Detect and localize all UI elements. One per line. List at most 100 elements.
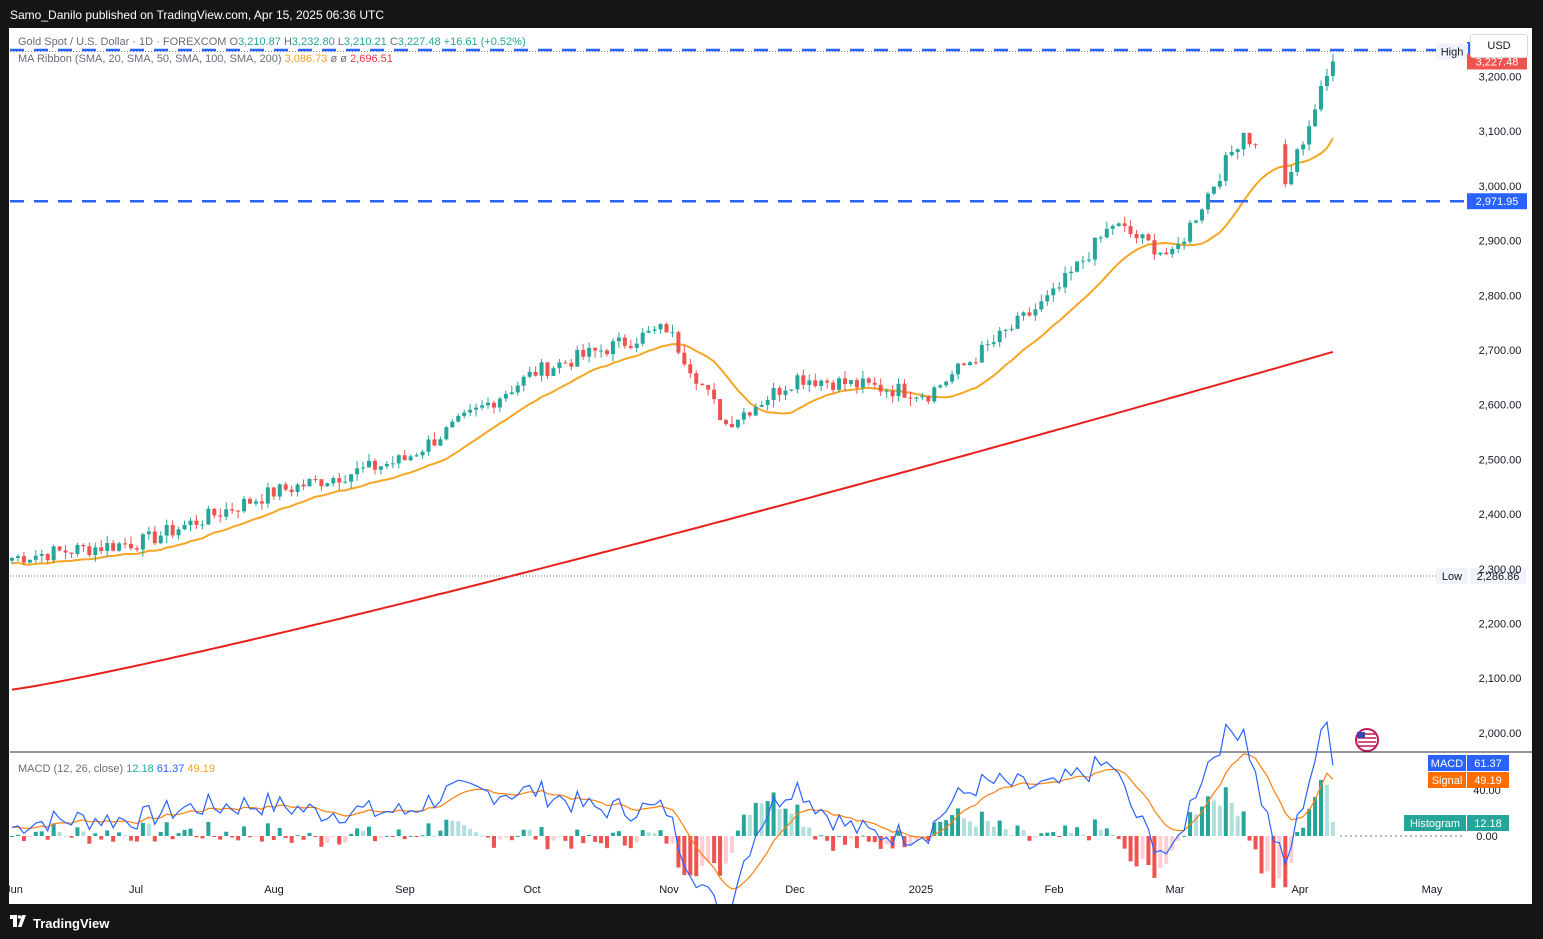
candle-body	[301, 484, 306, 487]
candle-body	[420, 451, 425, 456]
candle-up	[991, 334, 996, 348]
low-marker-box	[1436, 567, 1468, 584]
macd-histogram-bar	[593, 836, 598, 842]
macd-histogram-bar	[1057, 836, 1062, 838]
candle-body	[628, 345, 633, 348]
candle-up	[837, 376, 842, 393]
chart-frame	[9, 28, 1532, 904]
candle-body	[134, 548, 139, 550]
candle-up	[188, 517, 193, 532]
candle-down	[1122, 216, 1127, 233]
candle-up	[378, 465, 383, 475]
candle-body	[1307, 126, 1312, 145]
candle-body	[396, 455, 401, 464]
candle-up	[1033, 303, 1038, 321]
macd-histogram-bar	[1229, 802, 1234, 836]
candle-up	[414, 452, 419, 457]
candle-up	[1015, 312, 1020, 330]
macd-histogram-bar	[1027, 836, 1032, 841]
candle-up	[985, 339, 990, 352]
candle-up	[456, 413, 461, 423]
candle-up	[759, 401, 764, 408]
macd-histogram-bar	[545, 836, 550, 850]
macd-histogram-bar	[420, 835, 425, 837]
macd-histogram-bar	[503, 836, 508, 838]
candle-down	[533, 366, 538, 377]
macd-histogram-bar	[938, 821, 943, 836]
price-tick-label: 2,700.00	[1479, 345, 1522, 357]
candle-body	[956, 363, 961, 375]
ma-sep-1: ø	[330, 53, 338, 65]
candle-body	[337, 478, 342, 483]
macd-histogram-bar	[688, 836, 693, 876]
macd-histogram-bar	[194, 836, 199, 838]
candle-up	[1075, 261, 1080, 273]
candle-up	[616, 332, 621, 348]
candle-body	[551, 368, 556, 376]
candle-up	[176, 526, 181, 540]
candle-body	[563, 362, 568, 364]
macd-histogram-bar	[111, 836, 116, 842]
candle-body	[248, 498, 252, 504]
macd-histogram-bar	[1092, 819, 1097, 836]
candle-up	[1110, 224, 1115, 235]
price-tick-label: 2,000.00	[1479, 728, 1522, 740]
candle-up	[1086, 252, 1091, 263]
macd-histogram-bar	[307, 832, 312, 836]
macd-histogram-bar	[75, 827, 80, 836]
macd-histogram-bar	[105, 830, 110, 836]
macd-histogram-bar	[230, 836, 235, 838]
candle-body	[325, 483, 330, 487]
candle-body	[212, 508, 217, 516]
candle-up	[349, 474, 354, 489]
support-tag	[1467, 193, 1527, 210]
candle-up	[1330, 54, 1335, 82]
macd-histogram-bar	[854, 836, 859, 849]
macd-histogram-bar	[1295, 832, 1300, 836]
macd-histogram-bar	[51, 823, 56, 836]
candle-up	[920, 392, 925, 401]
candle-body	[69, 552, 74, 554]
candle-body	[117, 543, 122, 551]
candle-up	[420, 449, 425, 460]
macd-histogram-bar	[45, 836, 50, 840]
candle-down	[890, 385, 895, 403]
candle-down	[700, 383, 705, 386]
candle-body	[1122, 223, 1127, 227]
candle-down	[694, 370, 699, 391]
price-tick-label: 2,200.00	[1479, 618, 1522, 630]
candle-body	[105, 543, 110, 551]
candle-body	[1301, 144, 1306, 150]
macd-histogram-bar	[200, 836, 205, 839]
candle-body	[349, 474, 354, 482]
candle-up	[1051, 282, 1056, 303]
macd-histogram-bar	[1110, 834, 1115, 836]
candle-up	[575, 345, 580, 367]
candle-body	[670, 332, 675, 334]
candle-up	[557, 359, 562, 374]
candle-body	[289, 489, 294, 493]
macd-histogram-bar	[140, 822, 145, 836]
time-axis-label: Sep	[395, 884, 415, 896]
candle-body	[741, 412, 746, 420]
macd-histogram-bar	[682, 836, 687, 876]
macd-histogram-bar	[367, 826, 371, 836]
time-axis-label: Jun	[5, 884, 23, 896]
candle-body	[973, 362, 978, 364]
candle-body	[884, 390, 889, 392]
candle-body	[414, 455, 419, 457]
candle-body	[1182, 241, 1187, 244]
candle-down	[152, 526, 157, 546]
currency-button[interactable]: USD	[1470, 34, 1528, 58]
candle-up	[355, 460, 360, 481]
candle-up	[789, 389, 794, 392]
macd-histogram-bar	[848, 836, 853, 839]
macd-histogram-bar	[1200, 806, 1204, 836]
candle-up	[944, 380, 949, 388]
candle-body	[402, 455, 407, 461]
candle-down	[902, 379, 907, 398]
candle-body	[616, 337, 621, 342]
macd-histogram-bar	[497, 836, 502, 840]
macd-histogram-bar	[741, 814, 746, 836]
